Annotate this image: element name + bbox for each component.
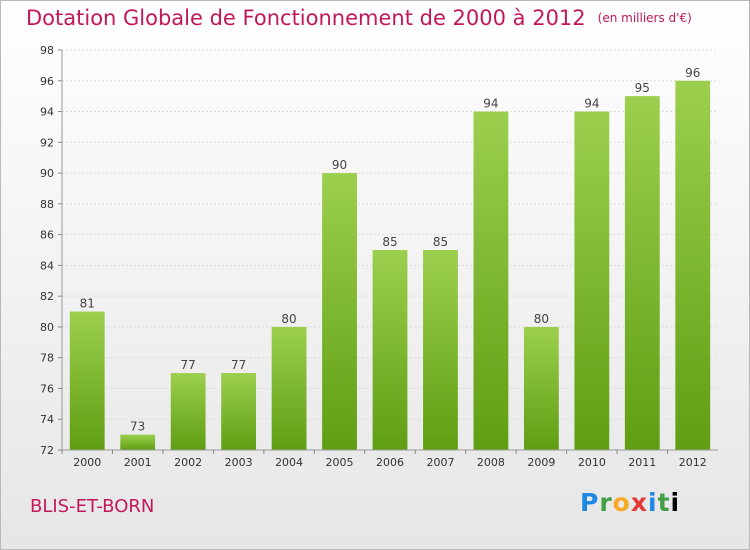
x-tick-label-2008: 2008 (477, 456, 505, 469)
y-tick-label: 76 (40, 382, 54, 395)
data-label-2000: 81 (80, 297, 95, 311)
y-tick-label: 96 (40, 75, 54, 88)
bar-2006 (372, 250, 408, 450)
logo-letter: x (630, 488, 648, 517)
bars: 81 73 77 77 80 90 85 85 94 80 94 95 96 (69, 66, 711, 451)
y-tick-label: 88 (40, 198, 54, 211)
y-tick-label: 74 (40, 413, 54, 426)
x-tick-label-2009: 2009 (527, 456, 555, 469)
bar-2002 (170, 373, 206, 450)
y-axis: 72 74 76 78 80 82 84 86 88 90 92 94 96 98 (40, 44, 63, 457)
y-tick-label: 72 (40, 444, 54, 457)
logo-letter: o (612, 488, 631, 517)
bar-2003 (221, 373, 257, 450)
y-tick-label: 94 (40, 106, 54, 119)
logo-letter: i (648, 488, 658, 517)
place-name: BLIS-ET-BORN (30, 496, 155, 517)
y-tick-label: 80 (40, 321, 54, 334)
x-axis: 2000 2001 2002 2003 2004 2005 2006 2007 2008 2009… (61, 449, 718, 469)
data-label-2002: 77 (181, 358, 196, 372)
bar-2009 (523, 326, 559, 450)
data-label-2007: 85 (433, 235, 448, 249)
x-tick-label-2000: 2000 (73, 456, 101, 469)
data-label-2005: 90 (332, 158, 347, 172)
bar-2004 (271, 326, 307, 450)
x-tick-label-2012: 2012 (679, 456, 707, 469)
chart-unit-note: (en milliers d'€) (597, 11, 692, 25)
x-tick-label-2002: 2002 (174, 456, 202, 469)
bar-2008 (473, 111, 509, 451)
bar-2001 (120, 434, 156, 450)
bar-2012 (675, 80, 711, 451)
bar-2000 (69, 311, 105, 450)
y-tick-label: 78 (40, 352, 54, 365)
logo-letter: i (670, 488, 681, 517)
data-label-2008: 94 (483, 97, 498, 111)
data-label-2010: 94 (584, 97, 599, 111)
logo-letter: r (599, 488, 613, 517)
data-label-2009: 80 (534, 312, 549, 326)
data-label-2001: 73 (130, 420, 145, 434)
y-tick-label: 98 (40, 44, 54, 57)
x-tick-label-2007: 2007 (426, 456, 454, 469)
data-label-2006: 85 (382, 235, 397, 249)
data-label-2012: 96 (685, 66, 700, 80)
bar-2011 (624, 96, 660, 451)
y-tick-label: 90 (40, 167, 54, 180)
x-tick-label-2005: 2005 (326, 456, 354, 469)
y-tick-label: 82 (40, 290, 54, 303)
bar-2007 (423, 250, 458, 450)
chart-title: Dotation Globale de Fonctionnement de 20… (26, 6, 692, 30)
x-tick-label-2010: 2010 (578, 456, 606, 469)
logo-letter: P (580, 488, 600, 517)
y-tick-label: 84 (40, 259, 54, 272)
x-tick-label-2011: 2011 (628, 456, 656, 469)
data-label-2011: 95 (635, 81, 650, 95)
data-label-2004: 80 (281, 312, 296, 326)
bar-2005 (322, 173, 357, 451)
bar-2010 (574, 111, 610, 451)
x-tick-label-2004: 2004 (275, 456, 303, 469)
y-tick-label: 92 (40, 136, 54, 149)
y-tick-label: 86 (40, 229, 54, 242)
chart-title-text: Dotation Globale de Fonctionnement de 20… (26, 6, 586, 30)
proxiti-logo: Proxiti (580, 488, 680, 517)
x-tick-label-2006: 2006 (376, 456, 404, 469)
data-label-2003: 77 (231, 358, 246, 372)
x-tick-label-2003: 2003 (225, 456, 253, 469)
x-tick-label-2001: 2001 (124, 456, 152, 469)
logo-letter: t (657, 488, 671, 517)
